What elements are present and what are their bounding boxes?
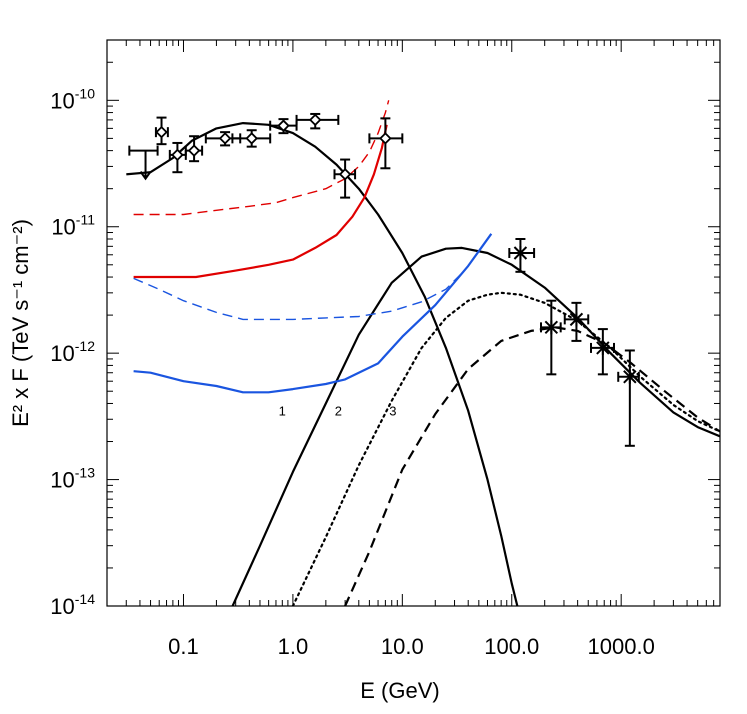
data-point-diamond — [154, 116, 169, 146]
diamond-marker — [277, 119, 290, 132]
series-line-5 — [133, 100, 390, 216]
series-line-7 — [133, 272, 463, 321]
x-axis-title: E (GeV) — [360, 678, 439, 703]
data-point-star — [508, 237, 536, 273]
diamond-marker — [171, 148, 184, 162]
data-points — [128, 112, 640, 447]
diamond-marker — [245, 132, 258, 145]
plot-frame — [106, 39, 721, 607]
y-tick-label: 10-13 — [50, 465, 95, 493]
data-point-star — [617, 349, 640, 447]
curve-label-3: 3 — [389, 404, 396, 419]
curve-label-1: 1 — [279, 404, 286, 419]
model-curves — [126, 100, 720, 606]
x-tick-label: 1.0 — [278, 634, 309, 659]
series-line-6 — [133, 233, 493, 394]
series-line-1 — [231, 246, 720, 606]
x-tick-label: 0.1 — [168, 634, 199, 659]
y-tick-label: 10-11 — [51, 212, 95, 240]
data-point-diamond — [269, 118, 298, 135]
curve-labels: 1 2 3 — [279, 404, 397, 419]
series-line-0 — [126, 121, 519, 606]
data-point-star — [539, 299, 562, 376]
data-point-diamond — [295, 112, 340, 130]
diamond-marker — [155, 125, 168, 139]
data-point-star — [563, 301, 590, 342]
diamond-marker — [379, 132, 392, 145]
axis-ticks — [106, 39, 721, 607]
data-point-diamond — [128, 145, 159, 181]
data-point-star — [590, 328, 616, 376]
x-tick-label: 100.0 — [484, 634, 539, 659]
x-tick-label: 1000.0 — [588, 634, 655, 659]
diamond-marker — [187, 144, 201, 157]
diamond-marker — [308, 113, 322, 127]
data-point-diamond — [184, 135, 204, 163]
y-tick-label: 10-14 — [50, 591, 95, 619]
series-line-4 — [133, 124, 388, 279]
y-axis-title: E² x F (TeV s⁻¹ cm⁻²) — [8, 219, 33, 427]
data-point-diamond — [368, 117, 404, 170]
data-point-diamond — [168, 141, 187, 174]
x-tick-label: 10.0 — [381, 634, 424, 659]
upper-limit-arrow — [139, 171, 152, 181]
series-line-3 — [344, 326, 720, 606]
diamond-marker — [218, 132, 232, 145]
data-point-diamond — [231, 129, 272, 148]
curve-label-2: 2 — [335, 404, 342, 419]
axis-tick-labels: 0.1 1.0 10.0 100.0 1000.0 10-10 10-11 10-12 10-1… — [50, 85, 655, 659]
data-point-diamond — [333, 158, 357, 199]
series-line-2 — [291, 291, 720, 606]
diamond-marker — [338, 168, 352, 181]
y-tick-label: 10-10 — [50, 85, 95, 113]
y-tick-label: 10-12 — [50, 338, 95, 366]
